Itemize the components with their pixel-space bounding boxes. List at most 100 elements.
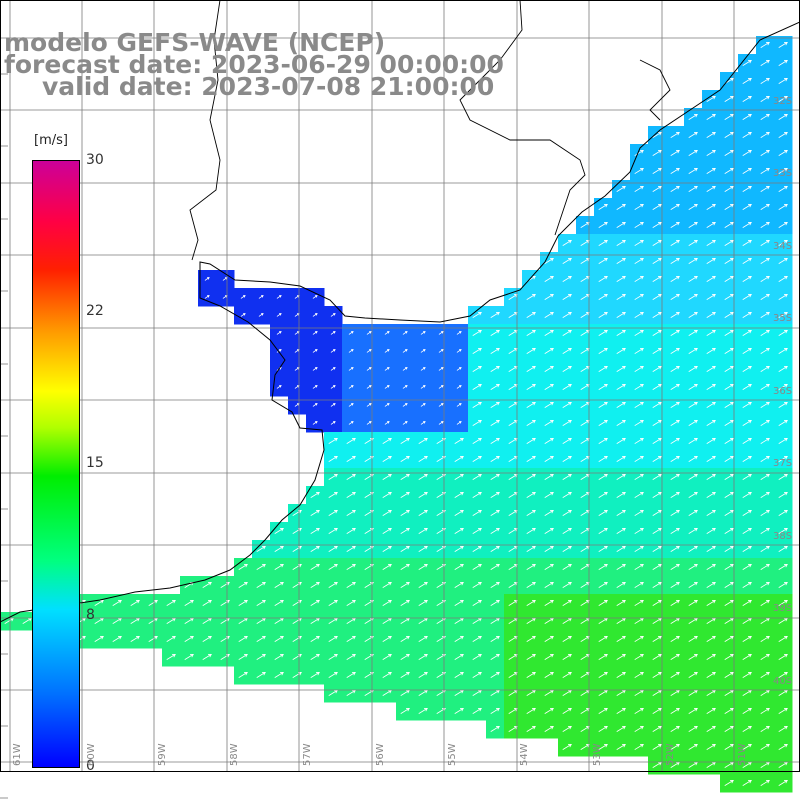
wind-arrow-head	[550, 599, 554, 604]
wind-arrow-head	[640, 473, 644, 478]
wind-arrow-head	[423, 421, 426, 424]
wind-arrow	[760, 168, 770, 174]
wind-arrow-head	[766, 365, 770, 370]
wind-arrow	[472, 600, 482, 606]
wind-arrow-head	[712, 203, 716, 208]
wind-arrow	[652, 240, 662, 246]
colorbar-tick-22: 22	[86, 303, 104, 319]
wind-arrow-head	[424, 653, 428, 658]
wind-arrow-head	[766, 59, 770, 64]
lat-label: 34S	[773, 241, 793, 252]
lon-label: 57W	[302, 743, 313, 766]
wind-arrow-head	[766, 509, 770, 514]
wind-arrow-head	[712, 419, 716, 424]
wind-arrow	[706, 240, 716, 246]
wind-arrow	[652, 402, 662, 408]
wind-arrow-head	[154, 635, 158, 640]
wind-arrow-head	[532, 581, 536, 586]
wind-arrow-head	[712, 509, 716, 514]
wind-arrow-head	[784, 581, 788, 586]
wind-arrow	[706, 564, 716, 570]
wind-arrow	[544, 258, 554, 264]
wind-arrow-head	[676, 203, 680, 208]
lat-label: 36S	[773, 386, 793, 397]
wind-arrow-head	[784, 77, 788, 82]
wind-arrow	[330, 331, 336, 335]
wind-arrow-head	[369, 403, 372, 406]
wind-arrow-head	[352, 473, 356, 478]
wind-arrow	[346, 474, 356, 480]
wind-arrow	[328, 492, 338, 498]
wind-arrow	[706, 402, 716, 408]
wind-arrow	[508, 330, 518, 336]
wind-arrow-head	[550, 275, 554, 280]
wind-arrow	[382, 564, 392, 570]
wind-arrow	[760, 240, 770, 246]
wind-arrow-head	[405, 403, 408, 406]
wind-arrow	[274, 618, 284, 624]
wind-arrow-head	[262, 563, 266, 568]
wind-arrow	[544, 726, 554, 732]
wind-arrow	[670, 528, 680, 534]
wind-arrow-head	[730, 779, 734, 784]
wind-arrow-head	[460, 473, 464, 478]
wind-arrow-head	[748, 221, 752, 226]
wind-arrow-head	[766, 635, 770, 640]
wind-arrow	[652, 708, 662, 714]
wind-arrow	[670, 294, 680, 300]
wind-arrow-head	[676, 671, 680, 676]
wind-arrow-head	[658, 509, 662, 514]
wind-arrow-head	[640, 635, 644, 640]
wind-arrow	[490, 438, 500, 444]
wind-arrow	[598, 438, 608, 444]
wind-arrow	[760, 258, 770, 264]
wind-arrow	[670, 132, 680, 138]
wind-arrow-head	[712, 347, 716, 352]
wind-arrow	[706, 582, 716, 588]
wind-arrow-head	[315, 421, 318, 424]
wind-arrow-head	[640, 221, 644, 226]
wind-arrow-head	[658, 455, 662, 460]
wind-arrow-head	[730, 257, 734, 262]
wind-arrow	[652, 654, 662, 660]
wind-arrow	[312, 331, 318, 335]
wind-arrow-head	[730, 347, 734, 352]
wind-arrow	[292, 564, 302, 570]
wind-arrow	[760, 582, 770, 588]
lat-label: 40S	[773, 676, 793, 687]
wind-arrow-head	[766, 455, 770, 460]
wind-arrow	[616, 618, 626, 624]
wind-arrow-head	[658, 131, 662, 136]
wind-arrow-head	[766, 671, 770, 676]
wind-arrow-head	[532, 419, 536, 424]
wind-arrow	[706, 744, 716, 750]
wind-arrow-head	[532, 527, 536, 532]
wind-arrow	[742, 384, 752, 390]
wind-arrow-head	[568, 239, 572, 244]
wind-arrow	[490, 546, 500, 552]
wind-arrow-head	[766, 77, 770, 82]
wind-arrow-head	[658, 491, 662, 496]
wind-arrow	[616, 204, 626, 210]
wind-arrow	[634, 366, 644, 372]
wind-arrow	[418, 456, 428, 462]
wind-arrow-head	[658, 527, 662, 532]
wind-arrow-head	[334, 473, 338, 478]
wind-arrow	[724, 762, 734, 768]
wind-arrow	[238, 600, 248, 606]
wind-arrow	[310, 636, 320, 642]
wind-arrow	[562, 402, 572, 408]
wind-arrow	[472, 456, 482, 462]
wind-arrow	[616, 258, 626, 264]
wind-arrow-head	[640, 581, 644, 586]
wind-arrow	[760, 456, 770, 462]
wind-arrow	[490, 726, 500, 732]
wind-arrow	[310, 546, 320, 552]
wind-arrow	[328, 456, 338, 462]
wind-arrow	[706, 150, 716, 156]
wind-arrow	[598, 276, 608, 282]
wind-arrow	[760, 780, 770, 786]
wind-arrow	[400, 582, 410, 588]
wind-arrow-head	[604, 383, 608, 388]
wind-arrow	[310, 618, 320, 624]
